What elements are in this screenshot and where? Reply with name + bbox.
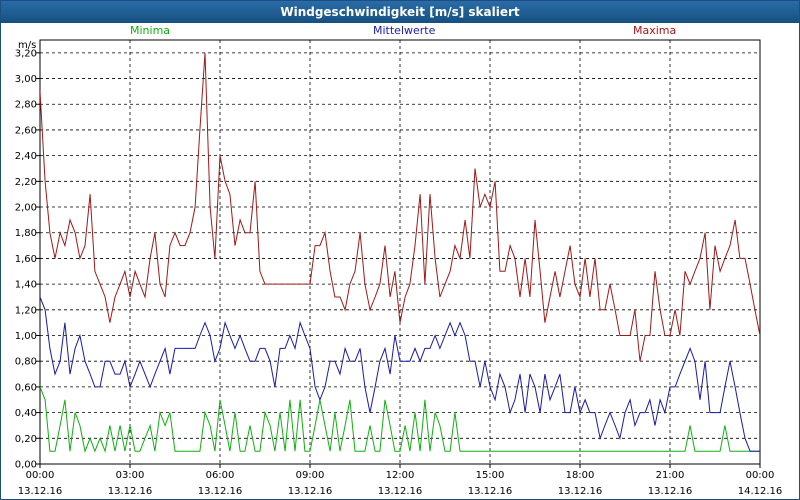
- y-tick-label: 0,80: [15, 357, 37, 368]
- y-tick-label: 1,00: [15, 331, 37, 342]
- chart-title: Windgeschwindigkeit [m/s] skaliert: [1, 1, 799, 23]
- x-tick-date: 13.12.16: [558, 486, 603, 497]
- x-tick-date: 13.12.16: [198, 486, 243, 497]
- x-tick-time: 00:00: [26, 470, 55, 481]
- x-tick-time: 15:00: [476, 470, 505, 481]
- y-axis-unit: m/s: [18, 40, 37, 51]
- y-tick-label: 2,00: [15, 203, 37, 214]
- y-tick-label: 1,40: [15, 280, 37, 291]
- y-tick-label: 1,60: [15, 254, 37, 265]
- y-tick-label: 1,20: [15, 305, 37, 316]
- x-tick-date: 13.12.16: [288, 486, 333, 497]
- y-tick-label: 0,40: [15, 408, 37, 419]
- x-tick-time: 21:00: [656, 470, 685, 481]
- x-tick-time: 18:00: [566, 470, 595, 481]
- x-tick-time: 06:00: [206, 470, 235, 481]
- series-line-minima: [40, 386, 760, 453]
- x-tick-date: 13.12.16: [18, 486, 63, 497]
- x-tick-date: 13.12.16: [378, 486, 423, 497]
- x-tick-time: 00:00: [746, 470, 775, 481]
- legend-maxima: Maxima: [633, 24, 677, 37]
- legend-mittelwerte: Mittelwerte: [373, 24, 436, 37]
- y-tick-label: 2,40: [15, 151, 37, 162]
- x-tick-date: 13.12.16: [108, 486, 153, 497]
- x-tick-time: 03:00: [116, 470, 145, 481]
- x-tick-time: 12:00: [386, 470, 415, 481]
- y-tick-label: 0,00: [15, 460, 37, 471]
- x-tick-date: 13.12.16: [648, 486, 693, 497]
- y-tick-label: 2,60: [15, 125, 37, 136]
- y-tick-label: 3,00: [15, 74, 37, 85]
- y-tick-label: 0,60: [15, 382, 37, 393]
- y-tick-label: 1,80: [15, 228, 37, 239]
- legend-minima: Minima: [130, 24, 171, 37]
- x-tick-date: 13.12.16: [468, 486, 513, 497]
- y-tick-label: 0,20: [15, 434, 37, 445]
- y-tick-label: 3,20: [15, 48, 37, 59]
- x-tick-time: 09:00: [296, 470, 325, 481]
- y-tick-label: 2,20: [15, 177, 37, 188]
- series-line-maxima: [40, 52, 760, 362]
- x-tick-date: 14.12.16: [738, 486, 783, 497]
- series-line-mittelwerte: [40, 296, 760, 452]
- y-tick-label: 2,80: [15, 100, 37, 111]
